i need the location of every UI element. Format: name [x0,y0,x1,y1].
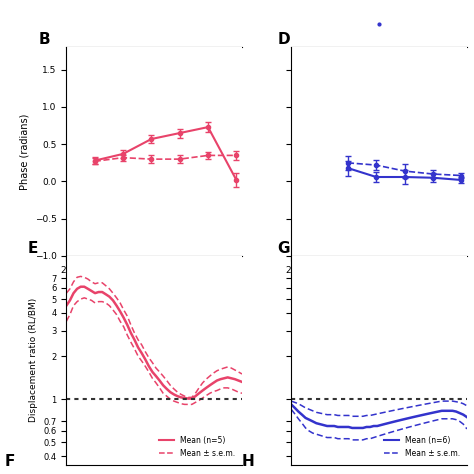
Text: H: H [242,454,255,469]
Text: B: B [38,32,50,47]
X-axis label: Sound level (dB SPL): Sound level (dB SPL) [103,280,205,290]
Text: F: F [5,454,15,469]
Text: E: E [27,241,38,256]
Text: G: G [277,241,290,256]
Y-axis label: Displacement ratio (RL/BM): Displacement ratio (RL/BM) [29,298,38,422]
Y-axis label: Phase (radians): Phase (radians) [19,113,29,190]
Legend: Mean (n=6), Mean ± s.e.m.: Mean (n=6), Mean ± s.e.m. [381,433,463,461]
Legend: Mean (n=5), Mean ± s.e.m.: Mean (n=5), Mean ± s.e.m. [155,433,238,461]
Text: D: D [277,32,290,47]
X-axis label: Sound level (dB SPL): Sound level (dB SPL) [328,280,430,290]
